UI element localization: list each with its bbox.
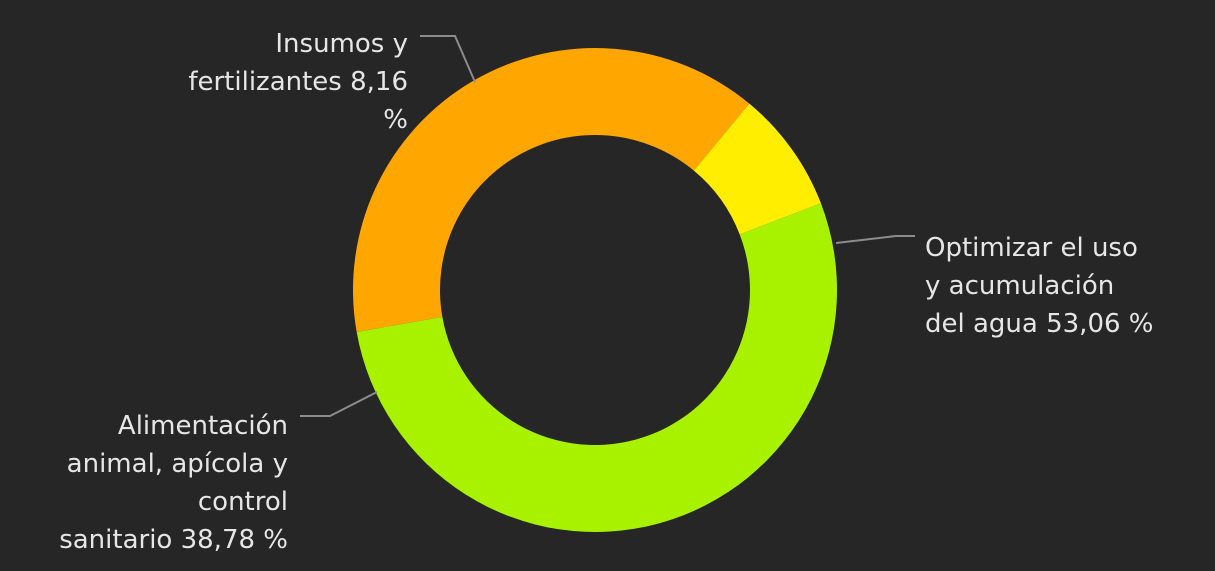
labels-layer: Optimizar el uso y acumulación del agua 53… xyxy=(59,29,1153,555)
slice-label-line: control xyxy=(198,487,288,517)
leader-lines-layer xyxy=(300,35,915,417)
slice-label-line: fertilizantes 8,16 xyxy=(188,67,408,97)
leader-line-1 xyxy=(835,235,915,244)
slice-label-line: Insumos y xyxy=(275,29,408,59)
leader-line-2 xyxy=(300,391,378,417)
slice-label-line: del agua 53,06 % xyxy=(925,309,1154,339)
donut-slice-1[interactable] xyxy=(356,203,837,533)
slice-label-line: Alimentación xyxy=(118,411,288,441)
leader-line-3 xyxy=(420,35,476,83)
slice-label-line: sanitario 38,78 % xyxy=(59,525,288,555)
slice-label-line: y acumulación xyxy=(925,271,1114,301)
slice-label-line: animal, apícola y xyxy=(67,449,288,479)
slice-label-line: Optimizar el uso xyxy=(925,233,1138,263)
slice-label-1: Optimizar el uso y acumulación del agua 53… xyxy=(925,233,1154,339)
slice-label-2: Alimentación animal, apícola y control sani… xyxy=(59,411,288,555)
slices-layer xyxy=(353,47,837,533)
slice-label-line: % xyxy=(383,105,408,135)
donut-slice-2[interactable] xyxy=(353,47,750,332)
donut-slice-3[interactable] xyxy=(693,103,821,235)
slice-label-3: Insumos y fertilizantes 8,16% xyxy=(188,29,408,135)
